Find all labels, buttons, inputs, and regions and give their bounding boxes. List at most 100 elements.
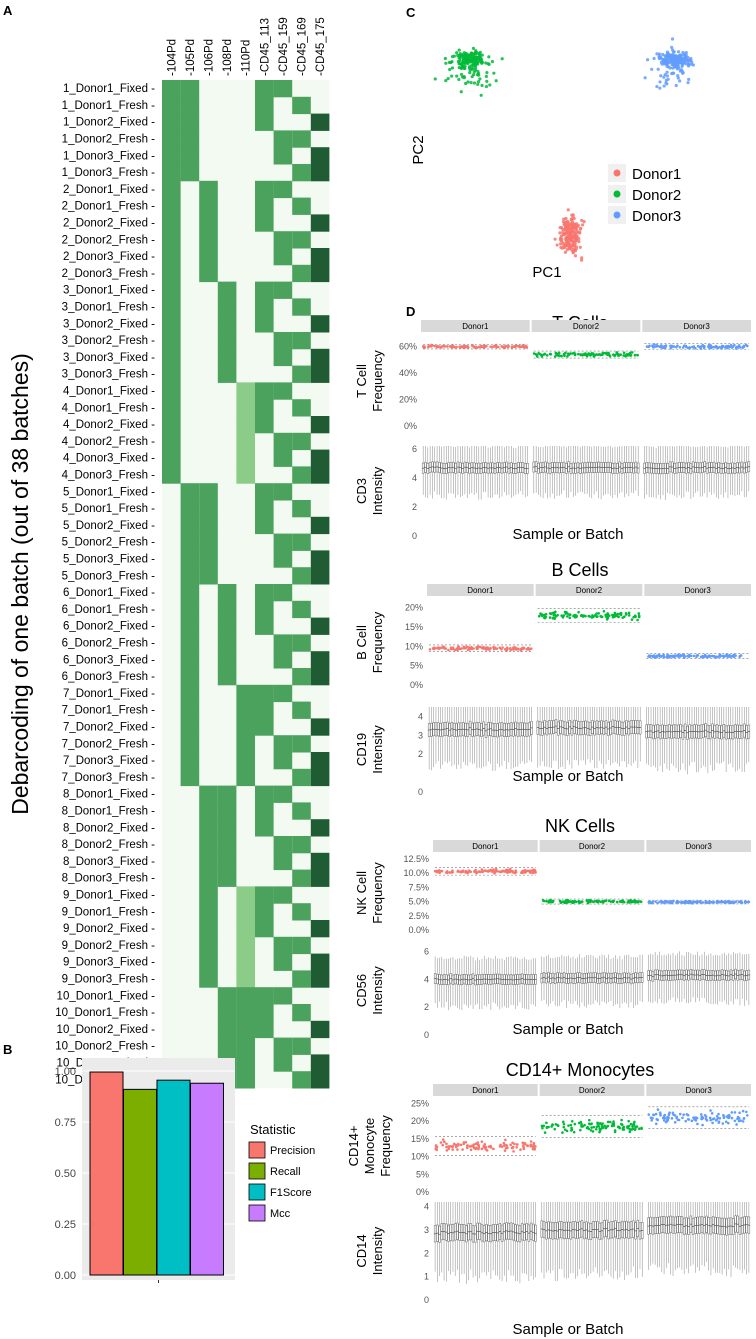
pca-point-donor2 <box>468 68 472 72</box>
heatmap-column-label: -CD45_159 <box>278 17 290 76</box>
freq-point-donor1 <box>483 1145 487 1149</box>
heatmap-cell <box>199 264 218 283</box>
freq-point-donor2 <box>543 613 546 617</box>
int-axis-title: CD19 <box>354 733 369 766</box>
freq-point-donor1 <box>489 646 492 650</box>
freq-point-donor3 <box>704 1115 708 1118</box>
pca-point-donor2 <box>494 79 498 83</box>
freq-point-donor2 <box>600 615 604 619</box>
freq-point-donor2 <box>637 1127 641 1130</box>
freq-point-donor3 <box>741 1120 745 1123</box>
freq-point-donor3 <box>651 654 655 658</box>
facet-strip-label: Donor3 <box>685 586 712 595</box>
heatmap-row-label: 3_Donor3_Fixed - <box>63 352 155 364</box>
freq-point-donor2 <box>548 352 552 356</box>
pca-point-donor1 <box>568 235 573 239</box>
freq-point-donor2 <box>559 900 563 904</box>
freq-point-donor3 <box>648 654 652 658</box>
heatmap-cell <box>292 836 311 854</box>
pca-point-donor3 <box>677 66 681 70</box>
freq-point-donor1 <box>509 867 512 871</box>
freq-point-donor3 <box>654 345 658 348</box>
heatmap-row-label: 1_Donor2_Fresh - <box>62 133 155 145</box>
heatmap-cell <box>273 348 293 367</box>
heatmap-row-label: 2_Donor3_Fresh - <box>62 268 155 280</box>
bar-legend-swatch <box>248 1183 266 1201</box>
freq-point-donor2 <box>630 1128 633 1131</box>
freq-point-donor2 <box>551 1123 554 1126</box>
pca-point-donor2 <box>457 48 461 52</box>
freq-point-donor2 <box>619 353 623 356</box>
freq-point-donor2 <box>572 900 576 904</box>
heatmap-cell <box>255 920 274 938</box>
freq-point-donor1 <box>452 1142 456 1146</box>
heatmap-cell <box>199 869 218 887</box>
freq-point-donor3 <box>693 900 697 904</box>
pca-point-donor3 <box>665 70 669 74</box>
freq-point-donor2 <box>547 1125 550 1129</box>
heatmap-cell <box>310 1071 330 1089</box>
freq-point-donor3 <box>727 1114 731 1118</box>
pca-point-donor3 <box>656 67 660 71</box>
pca-point-donor3 <box>662 75 666 79</box>
pca-point-donor1 <box>578 245 582 249</box>
freq-point-donor3 <box>673 1121 677 1124</box>
panel-label-a: A <box>3 3 13 18</box>
freq-point-donor2 <box>597 899 600 903</box>
heatmap-cell <box>162 348 181 367</box>
freq-point-donor3 <box>667 1112 671 1115</box>
heatmap-cell <box>255 886 274 904</box>
pca-point-donor1 <box>580 223 585 227</box>
freq-point-donor3 <box>687 1118 691 1121</box>
freq-point-donor3 <box>733 1119 737 1123</box>
freq-point-donor2 <box>566 355 569 358</box>
pca-point-donor2 <box>484 74 488 78</box>
freq-point-donor2 <box>561 1120 565 1124</box>
heatmap-cell <box>199 802 218 820</box>
freq-axis-title: Frequency <box>378 1115 393 1177</box>
int-tick-label: 6 <box>424 947 429 957</box>
freq-point-donor1 <box>529 869 533 873</box>
heatmap-cell <box>255 819 274 837</box>
heatmap-cell <box>180 684 200 703</box>
freq-point-donor3 <box>709 901 712 904</box>
pca-point-donor3 <box>683 55 688 60</box>
bar-legend-label: Recall <box>270 1166 301 1178</box>
heatmap-cell <box>255 96 274 115</box>
freq-point-donor3 <box>660 344 663 347</box>
freq-point-donor2 <box>579 1128 582 1132</box>
freq-point-donor1 <box>500 647 503 651</box>
heatmap-cell <box>180 567 200 585</box>
facet-strip-label: Donor2 <box>579 1086 606 1095</box>
facet-title: B Cells <box>551 560 608 580</box>
heatmap-cell <box>255 180 274 199</box>
heatmap-cell <box>273 1054 293 1072</box>
freq-point-donor2 <box>569 1123 573 1127</box>
heatmap-row-label: 8_Donor3_Fixed - <box>63 856 155 868</box>
freq-point-donor2 <box>553 1127 557 1131</box>
pca-point-donor3 <box>662 59 666 63</box>
int-tick-label: 0 <box>424 1030 429 1040</box>
freq-point-donor1 <box>513 1142 516 1146</box>
freq-point-donor2 <box>548 899 552 903</box>
heatmap-cell <box>273 735 293 753</box>
freq-point-donor3 <box>703 653 707 657</box>
heatmap-cell <box>236 432 255 451</box>
freq-point-donor1 <box>452 345 456 349</box>
freq-point-donor3 <box>670 901 673 905</box>
pca-point-donor1 <box>582 220 586 224</box>
freq-point-donor3 <box>725 654 728 657</box>
heatmap-cell <box>217 584 237 602</box>
freq-point-donor3 <box>699 1113 703 1116</box>
freq-point-donor3 <box>747 900 751 904</box>
heatmap-column-label: -110Pd <box>241 40 253 76</box>
heatmap-row-label: 1_Donor2_Fixed - <box>63 117 155 129</box>
int-axis-title: CD3 <box>354 478 369 504</box>
freq-point-donor2 <box>605 618 609 621</box>
heatmap-cell <box>217 600 237 619</box>
freq-point-donor3 <box>707 345 710 349</box>
freq-point-donor1 <box>472 647 475 650</box>
freq-point-donor1 <box>443 1140 446 1144</box>
pca-point-donor3 <box>689 56 693 61</box>
heatmap-cell <box>292 1071 311 1089</box>
